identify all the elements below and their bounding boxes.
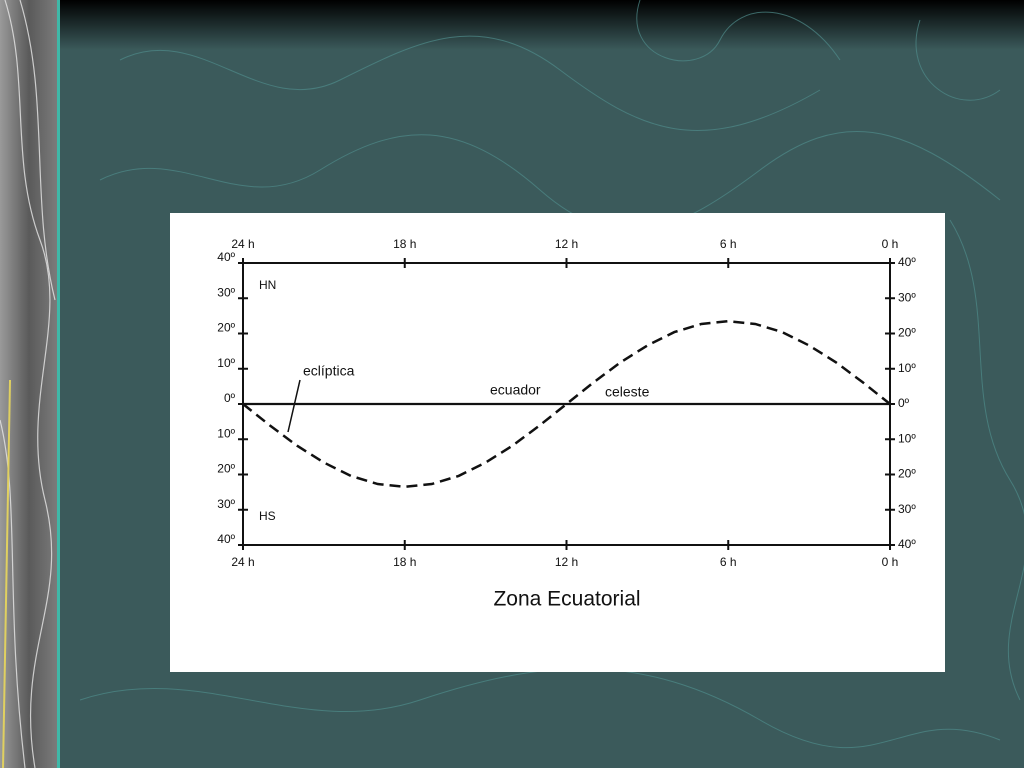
x-tick-label: 6 h [720, 237, 737, 251]
y-tick-label: 30º [898, 502, 916, 516]
x-tick-label: 12 h [555, 555, 578, 569]
annotation: HN [259, 278, 276, 292]
x-tick-label: 24 h [231, 237, 254, 251]
y-tick-label: 20º [898, 326, 916, 340]
y-tick-label: 30º [898, 290, 916, 304]
y-tick-label: 10º [217, 356, 235, 370]
strip-edge [57, 0, 60, 768]
chart-title: Zona Ecuatorial [493, 588, 640, 611]
texture-strip [0, 0, 58, 768]
contour-lines [79, 0, 1024, 749]
y-tick-label: 0º [898, 396, 910, 410]
y-tick-label: 30º [217, 285, 235, 299]
figure-panel [170, 213, 945, 672]
x-tick-label: 12 h [555, 237, 578, 251]
y-tick-label: 30º [217, 497, 235, 511]
y-tick-label: 40º [898, 537, 916, 551]
y-tick-label: 40º [898, 255, 916, 269]
series-label: eclíptica [303, 363, 355, 379]
x-tick-label: 6 h [720, 555, 737, 569]
x-tick-label: 18 h [393, 555, 416, 569]
top-shade [0, 0, 1024, 50]
strip-lines [0, 0, 56, 768]
y-tick-label: 40º [217, 532, 235, 546]
y-tick-label: 40º [217, 250, 235, 264]
annotation: celeste [605, 384, 650, 400]
y-tick-label: 20º [217, 321, 235, 335]
y-tick-label: 10º [898, 431, 916, 445]
y-tick-label: 20º [898, 467, 916, 481]
x-tick-label: 24 h [231, 555, 254, 569]
y-tick-label: 10º [217, 426, 235, 440]
x-tick-label: 0 h [882, 555, 899, 569]
strip-yellow-line [2, 379, 11, 768]
label-pointer [287, 379, 301, 433]
y-tick-label: 10º [898, 361, 916, 375]
y-tick-label: 0º [224, 391, 236, 405]
y-tick-label: 20º [217, 462, 235, 476]
x-tick-label: 18 h [393, 237, 416, 251]
annotation: ecuador [490, 382, 541, 398]
x-tick-label: 0 h [882, 237, 899, 251]
annotation: HS [259, 509, 276, 523]
